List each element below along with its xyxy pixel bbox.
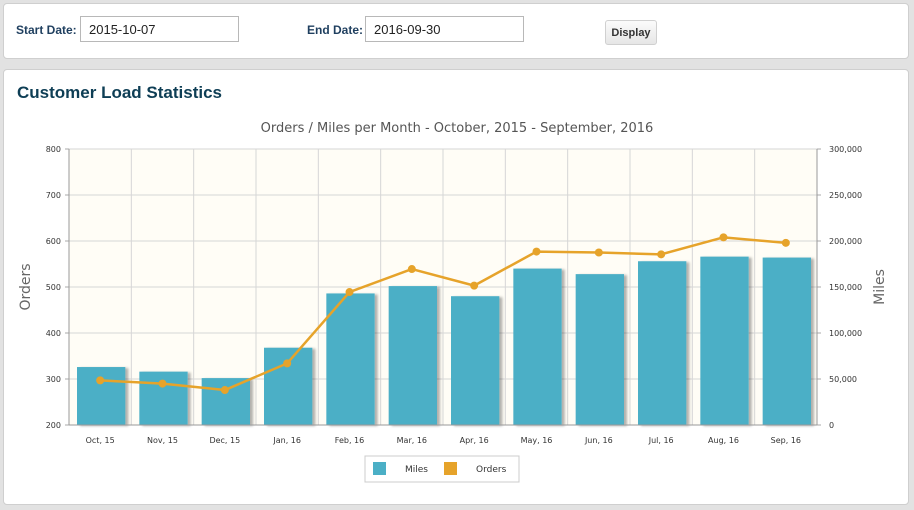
x-tick-label: Oct, 15 — [86, 436, 115, 445]
legend-swatch — [373, 462, 386, 475]
bar-miles — [762, 257, 811, 425]
orders-point — [657, 250, 666, 259]
bar-miles — [638, 261, 687, 425]
x-tick-label: Nov, 15 — [147, 436, 178, 445]
y-right-tick-label: 250,000 — [829, 191, 862, 200]
bar-miles — [451, 296, 500, 425]
filter-panel: Start Date: End Date: Display — [3, 3, 909, 59]
x-tick-label: Jul, 16 — [648, 436, 674, 445]
orders-point — [407, 265, 416, 274]
orders-point — [345, 288, 354, 297]
y-left-tick-label: 500 — [46, 283, 61, 292]
bar-miles — [700, 256, 749, 425]
chart-panel: Customer Load Statistics Orders / Miles … — [3, 69, 909, 505]
end-date-input[interactable] — [365, 16, 524, 42]
bar-miles — [201, 378, 250, 425]
legend-swatch — [444, 462, 457, 475]
start-date-input[interactable] — [80, 16, 239, 42]
panel-title: Customer Load Statistics — [17, 83, 222, 102]
y-left-tick-label: 400 — [46, 329, 61, 338]
bar-miles — [575, 274, 624, 425]
y-right-tick-label: 150,000 — [829, 283, 862, 292]
y-right-axis-label: Miles — [872, 269, 888, 305]
bar-miles — [326, 293, 375, 425]
start-date-label: Start Date: — [16, 23, 77, 37]
orders-point — [96, 376, 105, 385]
x-tick-label: Apr, 16 — [460, 436, 489, 445]
x-tick-label: Mar, 16 — [397, 436, 427, 445]
orders-point — [532, 247, 541, 256]
x-tick-label: Jan, 16 — [272, 436, 301, 445]
y-left-tick-label: 300 — [46, 375, 61, 384]
legend-box — [364, 455, 520, 483]
orders-line — [100, 236, 786, 392]
y-left-tick-label: 200 — [46, 421, 61, 430]
x-tick-label: Jun, 16 — [584, 436, 613, 445]
y-left-tick-label: 700 — [46, 191, 61, 200]
orders-miles-chart: Orders / Miles per Month - October, 2015… — [18, 121, 888, 483]
y-right-tick-label: 100,000 — [829, 329, 862, 338]
orders-point — [158, 379, 167, 388]
x-tick-label: Feb, 16 — [335, 436, 364, 445]
orders-point — [283, 359, 292, 368]
legend-label: Miles — [405, 465, 428, 475]
legend-label: Orders — [476, 465, 507, 475]
chart-title: Orders / Miles per Month - October, 2015… — [261, 121, 654, 136]
bar-miles — [513, 268, 562, 425]
y-left-axis-label: Orders — [18, 263, 34, 310]
y-left-tick-label: 800 — [46, 145, 61, 154]
x-tick-label: Sep, 16 — [771, 436, 801, 445]
x-tick-label: Dec, 15 — [209, 436, 240, 445]
y-right-tick-label: 50,000 — [829, 375, 857, 384]
bar-miles — [388, 286, 437, 425]
orders-point — [594, 248, 603, 257]
legend: Miles Orders — [364, 455, 520, 483]
y-right-tick-label: 200,000 — [829, 237, 862, 246]
orders-point — [470, 281, 479, 290]
orders-point — [719, 233, 728, 242]
y-right-tick-label: 0 — [829, 421, 834, 430]
bar-miles — [77, 367, 126, 425]
orders-point — [781, 238, 790, 247]
bar-miles — [139, 371, 188, 425]
end-date-label: End Date: — [307, 23, 364, 37]
y-left-tick-label: 600 — [46, 237, 61, 246]
x-tick-label: Aug, 16 — [708, 436, 739, 445]
display-button[interactable]: Display — [605, 20, 657, 45]
x-tick-label: May, 16 — [521, 436, 553, 445]
bar-miles — [264, 347, 313, 425]
orders-point — [220, 386, 229, 395]
y-right-tick-label: 300,000 — [829, 145, 862, 154]
